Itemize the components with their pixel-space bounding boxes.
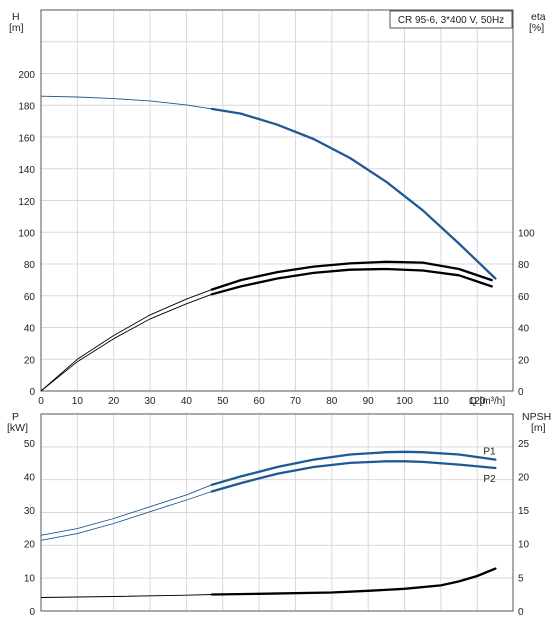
bottom-plot-frame <box>40 413 514 612</box>
y-right-tick-label: 80 <box>518 260 530 271</box>
p2-curve-line <box>40 460 496 541</box>
p-axis-unit: [kW] <box>7 422 28 434</box>
series-label-p2: P2 <box>483 474 496 485</box>
y-right-tick-label: 0 <box>518 607 524 618</box>
y-left-tick-label: 40 <box>24 324 36 335</box>
x-tick-label: 100 <box>396 396 413 407</box>
y-left-tick-label: 30 <box>24 506 36 517</box>
y-left-tick-label: 100 <box>18 229 35 240</box>
p1-curve-line <box>40 451 496 536</box>
y-right-tick-label: 5 <box>518 573 524 584</box>
y-left-tick-label: 40 <box>24 472 36 483</box>
x-tick-label: 40 <box>181 396 193 407</box>
y-left-tick-label: 50 <box>24 439 36 450</box>
y-right-tick-label: 20 <box>518 355 530 366</box>
eta-axis-label: eta <box>531 11 546 23</box>
y-right-tick-label: 20 <box>518 472 530 483</box>
x-tick-label: 120 <box>469 396 486 407</box>
p1-curve-duty-range <box>210 450 497 486</box>
y-left-tick-label: 60 <box>24 292 36 303</box>
h-curve-line <box>40 95 496 279</box>
x-tick-label: 20 <box>108 396 120 407</box>
x-tick-label: 90 <box>363 396 375 407</box>
series-label-p1: P1 <box>483 447 496 458</box>
y-right-tick-label: 60 <box>518 292 530 303</box>
y-right-tick-label: 15 <box>518 506 530 517</box>
h-axis-label: H <box>12 11 20 23</box>
eta-upper-curve-duty-range <box>210 260 493 291</box>
eta-lower-curve-line <box>40 268 492 392</box>
x-tick-label: 70 <box>290 396 302 407</box>
x-tick-label: 0 <box>38 396 44 407</box>
y-left-tick-label: 160 <box>18 133 35 144</box>
y-right-tick-label: 25 <box>518 439 530 450</box>
y-left-tick-label: 200 <box>18 70 35 81</box>
top-panel: 0 20 40 60 80 100 120 140 160 180 200 0 20 40 60 80 100 0… <box>9 9 546 407</box>
y-left-tick-label: 10 <box>24 573 36 584</box>
y-left-tick-label: 140 <box>18 165 35 176</box>
y-left-tick-label: 20 <box>24 540 36 551</box>
bottom-panel: 0 10 20 30 40 50 0 5 10 15 20 25 P1 P2 P [kW] NPSH [… <box>7 411 551 618</box>
p-axis-label: P <box>12 411 19 423</box>
x-tick-label: 110 <box>433 396 449 407</box>
y-left-tick-label: 80 <box>24 260 36 271</box>
h-curve-duty-range <box>210 107 497 280</box>
y-left-tick-label: 0 <box>29 387 35 398</box>
y-left-tick-label: 180 <box>18 102 35 113</box>
y-left-tick-label: 0 <box>29 607 35 618</box>
x-tick-label: 80 <box>326 396 338 407</box>
x-tick-label: 10 <box>72 396 84 407</box>
x-tick-label: 50 <box>217 396 229 407</box>
x-tick-label: 30 <box>144 396 156 407</box>
y-right-tick-label: 0 <box>518 387 524 398</box>
x-axis-label: Q [m³/h] <box>469 396 505 407</box>
top-plot-frame <box>40 9 514 392</box>
y-right-tick-label: 100 <box>518 229 535 240</box>
y-left-tick-label: 120 <box>18 197 35 208</box>
y-right-tick-label: 10 <box>518 540 530 551</box>
eta-lower-curve-duty-range <box>210 267 493 296</box>
npsh-axis-unit: [m] <box>531 422 546 434</box>
chart-title: CR 95-6, 3*400 V, 50Hz <box>398 15 504 26</box>
npsh-curve-duty-range <box>210 567 497 596</box>
x-tick-label: 60 <box>254 396 266 407</box>
y-left-tick-label: 20 <box>24 355 36 366</box>
y-right-tick-label: 40 <box>518 324 530 335</box>
chart-title-box <box>389 10 513 29</box>
npsh-axis-label: NPSH <box>522 411 551 423</box>
p2-curve-duty-range <box>210 460 497 493</box>
h-axis-unit: [m] <box>9 22 24 34</box>
eta-axis-unit: [%] <box>529 22 544 34</box>
